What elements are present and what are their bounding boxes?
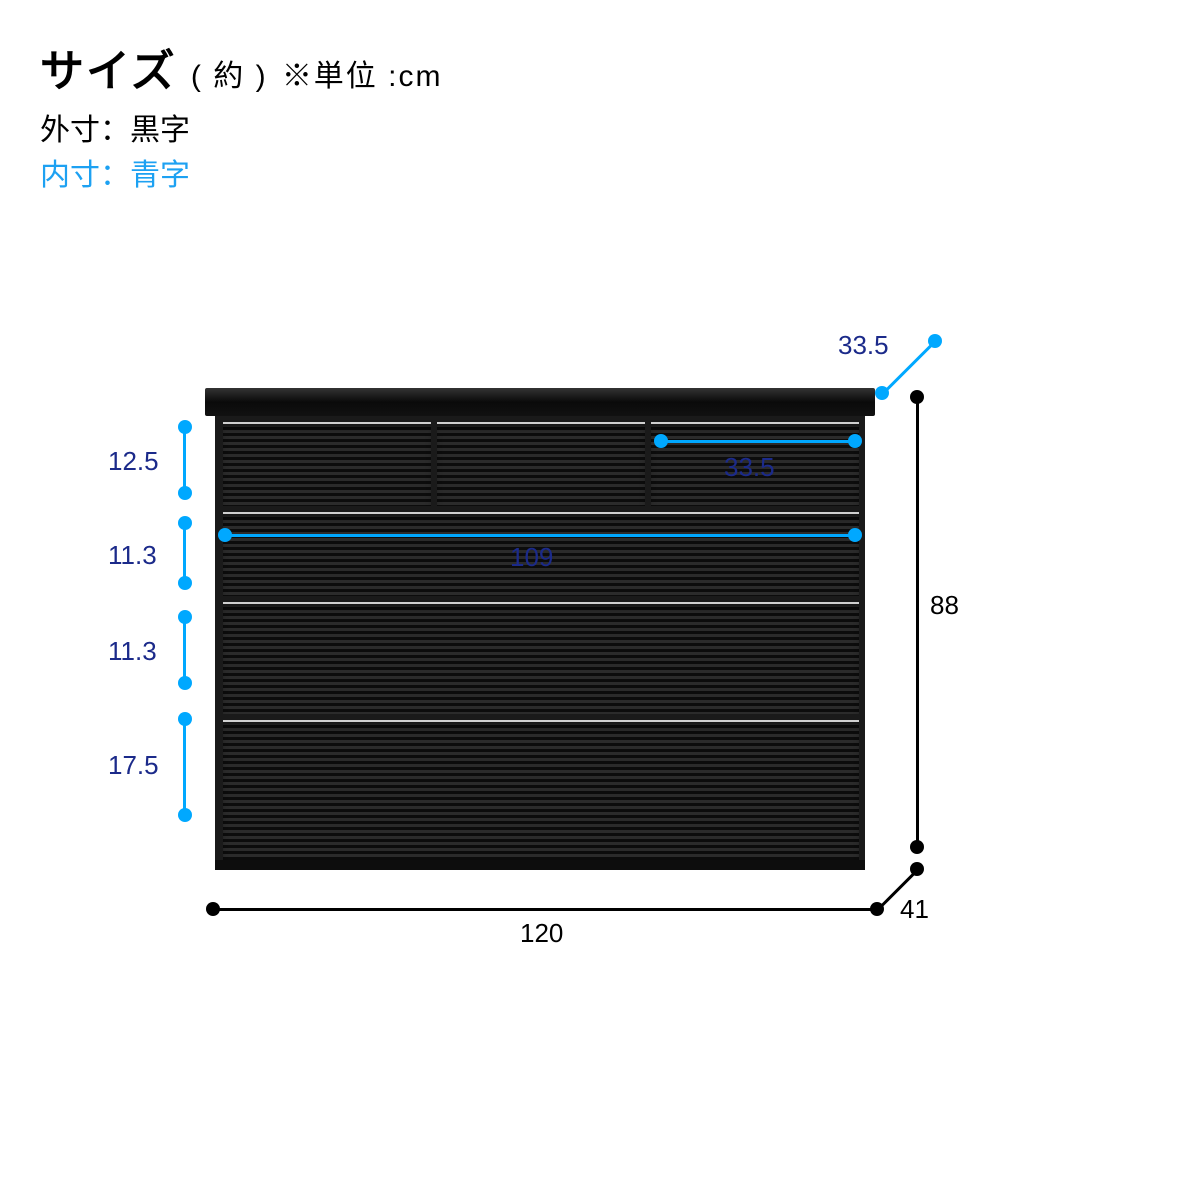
label-outer-width: 120 <box>520 918 563 949</box>
legend-inner: 内寸：青字 <box>40 150 190 194</box>
label-row3-h: 11.3 <box>108 636 157 667</box>
line-depth-top <box>882 343 934 395</box>
page-title: サイズ ( 約 ) ※単位 :cm <box>40 35 442 99</box>
line-row2 <box>183 526 186 580</box>
dresser-top <box>205 388 875 416</box>
dot-row4-bot <box>178 808 192 822</box>
line-row4 <box>183 722 186 812</box>
label-outer-height: 88 <box>930 590 959 621</box>
label-depth-top: 33.5 <box>838 330 889 361</box>
label-wide-drawer-w: 109 <box>510 542 553 573</box>
dot-smallw-right <box>848 434 862 448</box>
dot-row1-bot <box>178 486 192 500</box>
line-height <box>916 398 919 844</box>
legend-outer: 外寸：黒字 <box>40 105 190 149</box>
dot-depth-bottom <box>910 862 924 876</box>
line-row3 <box>183 620 186 680</box>
line-smallw <box>662 440 852 443</box>
dresser-body <box>215 416 865 868</box>
drawer-top-left <box>223 422 431 506</box>
dot-depth-top-b <box>928 334 942 348</box>
dot-widew-right <box>848 528 862 542</box>
title-unit: ※単位 :cm <box>282 60 443 93</box>
label-row4-h: 17.5 <box>108 750 159 781</box>
title-main: サイズ <box>40 47 177 96</box>
dot-height-bot <box>910 840 924 854</box>
dot-row2-bot <box>178 576 192 590</box>
label-row1-h: 12.5 <box>108 446 159 477</box>
drawer-row4 <box>223 720 859 862</box>
line-row1 <box>183 430 186 490</box>
dot-row3-bot <box>178 676 192 690</box>
line-widew <box>228 534 852 537</box>
label-outer-depth: 41 <box>900 894 929 925</box>
dresser-base <box>215 860 865 870</box>
line-width <box>214 908 874 911</box>
drawer-top-middle <box>437 422 645 506</box>
label-row2-h: 11.3 <box>108 540 157 571</box>
drawer-row3 <box>223 602 859 714</box>
label-small-drawer-w: 33.5 <box>724 452 775 483</box>
title-approx: ( 約 ) <box>191 60 268 93</box>
